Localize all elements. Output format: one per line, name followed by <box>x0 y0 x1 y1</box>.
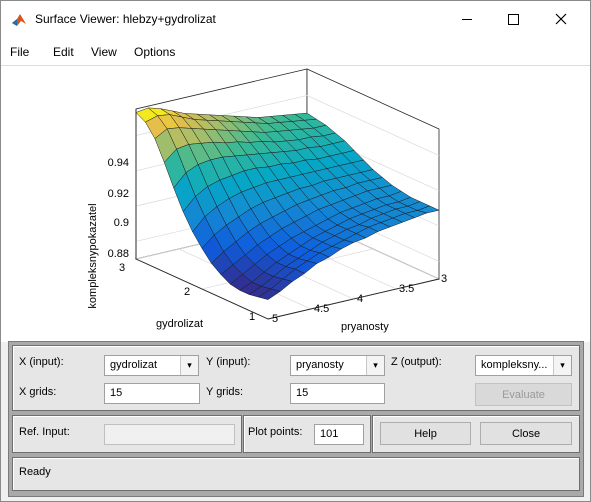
x-grids-input[interactable]: 15 <box>104 383 200 404</box>
maximize-icon <box>507 13 519 25</box>
z-output-label: Z (output): <box>391 356 442 368</box>
evaluate-button[interactable]: Evaluate <box>475 383 572 406</box>
x-input-select[interactable]: gydrolizat ▾ <box>104 355 199 376</box>
z-tick-0: 0.94 <box>108 157 129 169</box>
minimize-button[interactable] <box>444 1 490 37</box>
y-axis-line <box>135 258 269 320</box>
help-button[interactable]: Help <box>380 422 471 445</box>
y-tick-1: 2 <box>184 286 190 298</box>
z-gridline-side-3 <box>306 95 440 156</box>
chevron-down-icon: ▾ <box>553 356 571 375</box>
axes-input-panel: X (input): gydrolizat ▾ Y (input): pryan… <box>12 345 580 411</box>
ref-input-field[interactable] <box>104 424 235 445</box>
y-grids-input[interactable]: 15 <box>290 383 385 404</box>
x-tick-1: 4.5 <box>314 303 329 315</box>
x-axis-line <box>267 278 440 320</box>
z-output-select[interactable]: kompleksny... ▾ <box>475 355 572 376</box>
chevron-down-icon: ▾ <box>180 356 198 375</box>
x-tick-3: 3.5 <box>399 283 414 295</box>
menu-file[interactable]: File <box>10 45 30 59</box>
x-axis-label: pryanosty <box>341 321 389 333</box>
plot-area[interactable]: kompleksnypokazatel pryanosty gydrolizat… <box>1 65 590 342</box>
ref-input-label: Ref. Input: <box>19 426 70 438</box>
z-tick-3: 0.88 <box>108 248 129 260</box>
x-input-value: gydrolizat <box>110 359 158 371</box>
plot-points-input[interactable]: 101 <box>314 424 364 445</box>
x-tick-2: 4 <box>357 293 363 305</box>
y-axis-label: gydrolizat <box>156 318 203 330</box>
minimize-icon <box>462 18 472 20</box>
title-bar: Surface Viewer: hlebzy+gydrolizat <box>1 1 590 37</box>
close-button[interactable]: Close <box>480 422 572 445</box>
y-input-label: Y (input): <box>206 356 251 368</box>
maximize-button[interactable] <box>490 1 536 37</box>
z-tick-1: 0.92 <box>108 188 129 200</box>
plot-points-label: Plot points: <box>248 426 303 438</box>
menu-bar: File Edit View Options <box>1 37 590 65</box>
y-tick-0: 3 <box>119 262 125 274</box>
surface-patch <box>258 288 281 300</box>
y-input-select[interactable]: pryanosty ▾ <box>290 355 385 376</box>
close-icon <box>555 13 567 25</box>
status-text: Ready <box>19 466 51 478</box>
control-frame: X (input): gydrolizat ▾ Y (input): pryan… <box>8 341 584 497</box>
menu-options[interactable]: Options <box>134 45 176 59</box>
action-panel: Help Close <box>372 415 580 453</box>
menu-view[interactable]: View <box>91 45 117 59</box>
z-axis-label: kompleksnypokazatel <box>87 203 99 308</box>
chevron-down-icon: ▾ <box>366 356 384 375</box>
plot-points-panel: Plot points: 101 <box>243 415 371 453</box>
x-tick-0: 5 <box>272 313 278 325</box>
close-window-button[interactable] <box>538 1 584 37</box>
ref-input-panel: Ref. Input: <box>12 415 242 453</box>
menu-edit[interactable]: Edit <box>53 45 74 59</box>
matlab-app-icon <box>12 14 26 26</box>
y-grids-label: Y grids: <box>206 386 244 398</box>
x-tick-4: 3 <box>441 273 447 285</box>
y-tick-2: 1 <box>249 311 255 323</box>
x-grids-label: X grids: <box>19 386 57 398</box>
status-panel: Ready <box>12 457 580 491</box>
window-title: Surface Viewer: hlebzy+gydrolizat <box>35 12 216 26</box>
x-input-label: X (input): <box>19 356 64 368</box>
z-tick-2: 0.9 <box>114 217 129 229</box>
z-output-value: kompleksny... <box>481 359 548 371</box>
surface-plot[interactable]: kompleksnypokazatel pryanosty gydrolizat… <box>1 66 590 342</box>
y-input-value: pryanosty <box>296 359 344 371</box>
